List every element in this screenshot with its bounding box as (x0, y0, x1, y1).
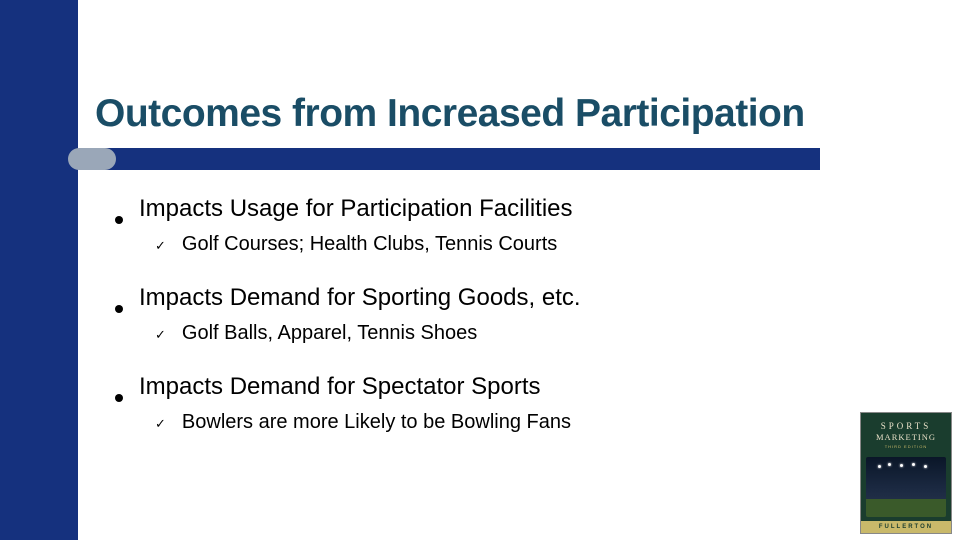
sub-text: Golf Courses; Health Clubs, Tennis Court… (182, 233, 557, 256)
slide-title: Outcomes from Increased Participation (95, 92, 805, 136)
sub-item: ✓ Golf Balls, Apparel, Tennis Shoes (155, 322, 815, 345)
book-title-line2: MARKETING (867, 432, 945, 442)
bullet-dot-icon (115, 305, 123, 313)
bullet-item: Impacts Demand for Sporting Goods, etc. (115, 284, 815, 312)
bullet-dot-icon (115, 394, 123, 402)
book-cover-thumbnail: SPORTS MARKETING THIRD EDITION FULLERTON (860, 412, 952, 534)
left-band (0, 0, 78, 540)
book-image (866, 457, 946, 517)
book-title-line1: SPORTS (867, 421, 945, 431)
bullet-text: Impacts Demand for Sporting Goods, etc. (139, 284, 581, 312)
stadium-lights-graphic (874, 463, 934, 483)
sub-text: Golf Balls, Apparel, Tennis Shoes (182, 322, 477, 345)
stadium-field-graphic (866, 499, 946, 517)
bullet-item: Impacts Demand for Spectator Sports (115, 373, 815, 401)
bullet-text: Impacts Usage for Participation Faciliti… (139, 195, 573, 223)
book-edition: THIRD EDITION (867, 444, 945, 449)
slide: Outcomes from Increased Participation Im… (0, 0, 960, 540)
bullet-dot-icon (115, 216, 123, 224)
sub-text: Bowlers are more Likely to be Bowling Fa… (182, 411, 571, 434)
content-area: Impacts Usage for Participation Faciliti… (115, 195, 815, 434)
book-header: SPORTS MARKETING THIRD EDITION (861, 413, 951, 453)
checkmark-icon: ✓ (155, 416, 166, 432)
sub-item: ✓ Bowlers are more Likely to be Bowling … (155, 411, 815, 434)
title-underline-bar (78, 148, 820, 170)
bullet-item: Impacts Usage for Participation Faciliti… (115, 195, 815, 223)
sub-item: ✓ Golf Courses; Health Clubs, Tennis Cou… (155, 233, 815, 256)
book-author: FULLERTON (861, 521, 951, 533)
bullet-text: Impacts Demand for Spectator Sports (139, 373, 541, 401)
checkmark-icon: ✓ (155, 238, 166, 254)
title-underline-cap (68, 148, 116, 170)
checkmark-icon: ✓ (155, 327, 166, 343)
